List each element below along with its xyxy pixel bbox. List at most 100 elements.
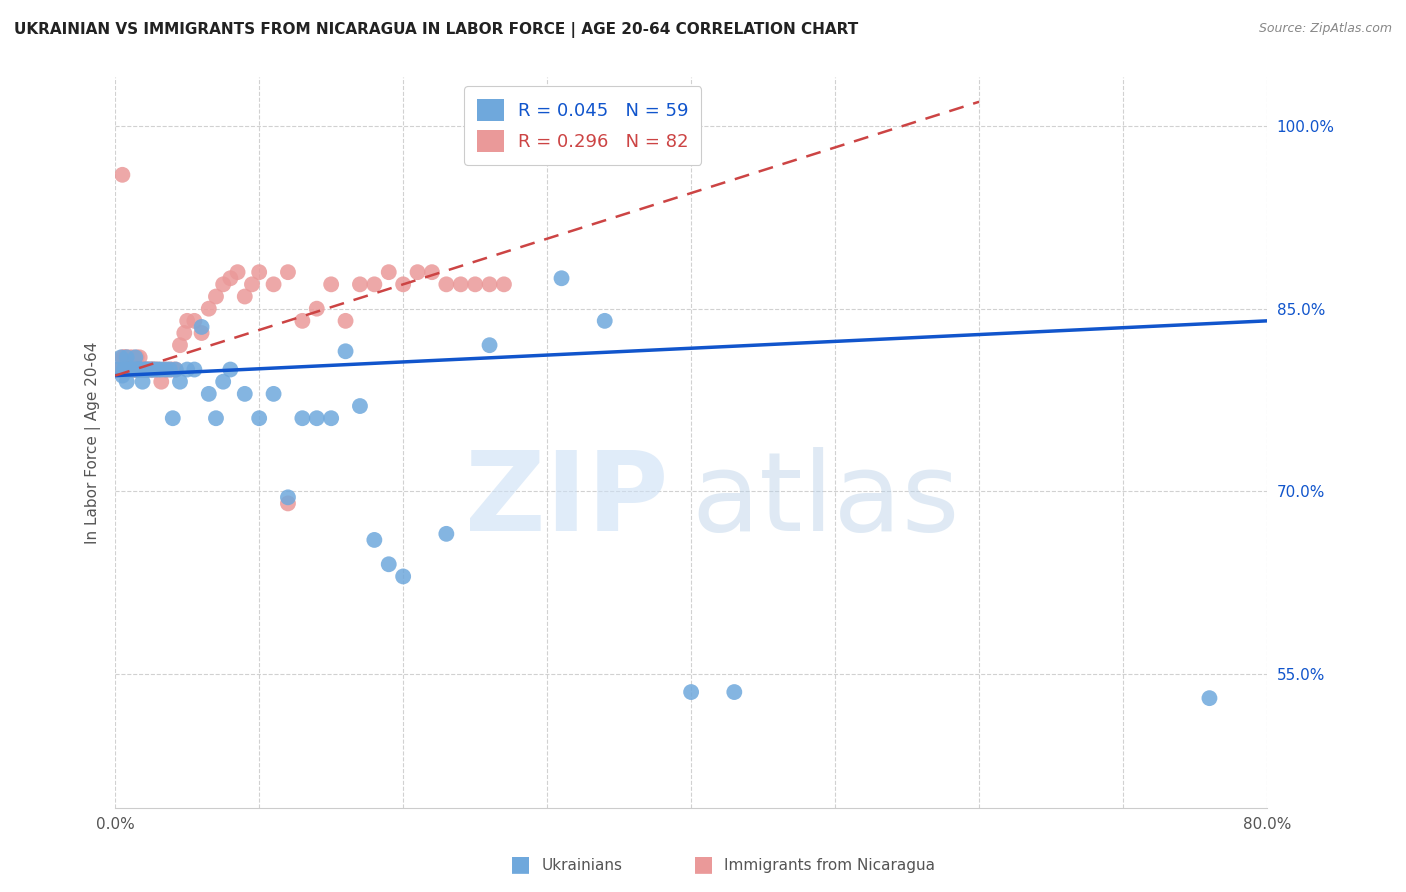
Point [114, 362, 136, 376]
Point [197, 387, 219, 401]
Point [212, 375, 235, 389]
Text: atlas: atlas [692, 448, 960, 555]
Point [121, 351, 143, 365]
Text: Source: ZipAtlas.com: Source: ZipAtlas.com [1258, 22, 1392, 36]
Point [120, 362, 142, 376]
Point [125, 362, 148, 376]
Point [107, 362, 129, 376]
Point [492, 277, 515, 292]
Point [142, 362, 165, 376]
Point [349, 399, 371, 413]
Point [219, 271, 242, 285]
Point [681, 685, 703, 699]
Legend: R = 0.045   N = 59, R = 0.296   N = 82: R = 0.045 N = 59, R = 0.296 N = 82 [464, 87, 702, 165]
Point [128, 362, 150, 376]
Point [240, 277, 263, 292]
Point [111, 351, 134, 365]
Point [141, 362, 163, 376]
Point [392, 277, 415, 292]
Point [118, 362, 141, 376]
Point [183, 362, 205, 376]
Point [111, 362, 134, 376]
Point [550, 271, 572, 285]
Point [118, 351, 141, 365]
Point [165, 362, 187, 376]
Point [132, 362, 155, 376]
Point [153, 362, 176, 376]
Point [148, 362, 170, 376]
Point [162, 411, 184, 425]
Point [111, 168, 134, 182]
Point [120, 362, 142, 376]
Point [115, 351, 138, 365]
Point [173, 326, 195, 340]
Point [478, 277, 501, 292]
Point [305, 301, 328, 316]
Text: ■: ■ [510, 854, 530, 873]
Point [434, 526, 457, 541]
Point [291, 314, 314, 328]
Point [723, 685, 745, 699]
Point [122, 362, 145, 376]
Point [335, 344, 357, 359]
Point [135, 362, 157, 376]
Point [127, 362, 149, 376]
Point [114, 362, 136, 376]
Point [377, 265, 399, 279]
Point [1198, 691, 1220, 706]
Point [145, 362, 167, 376]
Point [134, 362, 156, 376]
Point [233, 289, 256, 303]
Point [143, 362, 166, 376]
Point [129, 362, 152, 376]
Point [115, 362, 138, 376]
Point [112, 362, 135, 376]
Point [156, 362, 179, 376]
Point [363, 277, 385, 292]
Point [305, 411, 328, 425]
Point [142, 362, 165, 376]
Point [125, 362, 148, 376]
Point [190, 320, 212, 334]
Point [335, 314, 357, 328]
Point [132, 362, 155, 376]
Point [127, 362, 149, 376]
Point [165, 362, 187, 376]
Text: ■: ■ [693, 854, 713, 873]
Point [464, 277, 486, 292]
Point [159, 362, 181, 376]
Point [162, 362, 184, 376]
Point [450, 277, 472, 292]
Point [233, 387, 256, 401]
Point [129, 362, 152, 376]
Point [125, 351, 148, 365]
Point [406, 265, 429, 279]
Point [122, 362, 145, 376]
Point [121, 362, 143, 376]
Point [117, 362, 139, 376]
Point [125, 362, 148, 376]
Point [135, 362, 157, 376]
Point [263, 277, 285, 292]
Point [129, 362, 152, 376]
Point [124, 362, 146, 376]
Point [110, 351, 132, 365]
Point [108, 362, 131, 376]
Point [127, 362, 149, 376]
Point [121, 362, 143, 376]
Point [247, 411, 270, 425]
Point [169, 375, 191, 389]
Text: Ukrainians: Ukrainians [541, 858, 623, 872]
Point [124, 351, 146, 365]
Point [136, 362, 159, 376]
Point [363, 533, 385, 547]
Point [141, 362, 163, 376]
Point [277, 496, 299, 510]
Point [107, 362, 129, 376]
Point [145, 362, 167, 376]
Point [263, 387, 285, 401]
Point [112, 351, 135, 365]
Point [377, 558, 399, 572]
Point [183, 314, 205, 328]
Point [110, 362, 132, 376]
